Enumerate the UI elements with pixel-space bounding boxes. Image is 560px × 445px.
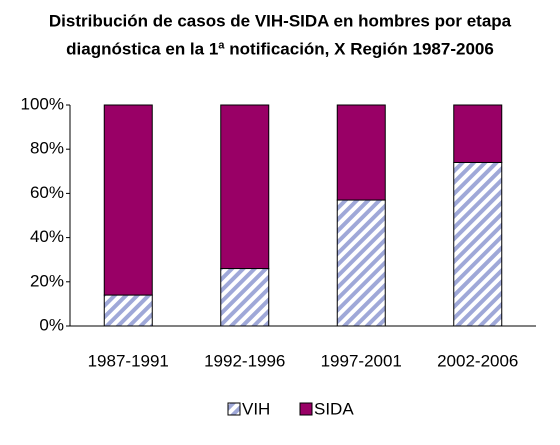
legend-swatch	[227, 402, 241, 416]
legend-label: SIDA	[314, 399, 354, 418]
y-tick-label: 40%	[30, 227, 64, 246]
y-tick-label: 100%	[21, 94, 64, 113]
bar-segment	[103, 294, 153, 327]
bar-segment	[453, 161, 503, 327]
bar-segment	[103, 104, 153, 296]
bar-segment	[336, 104, 386, 201]
bar-segment	[453, 104, 503, 163]
chart-title: Distribución de casos de VIH-SIDA en hom…	[49, 11, 512, 30]
x-tick-label: 1992-1996	[204, 351, 285, 370]
y-tick-label: 80%	[30, 139, 64, 158]
bar-segment	[220, 268, 270, 327]
legend-swatch	[299, 402, 313, 416]
y-tick-label: 60%	[30, 183, 64, 202]
bar-segment	[220, 104, 270, 270]
legend-label: VIH	[242, 399, 270, 418]
y-tick-label: 0%	[39, 315, 64, 334]
chart-title: diagnóstica en la 1ª notificación, X Reg…	[66, 39, 494, 58]
x-tick-label: 2002-2006	[437, 351, 518, 370]
x-tick-label: 1997-2001	[321, 351, 402, 370]
bar-segment	[336, 199, 386, 327]
x-tick-label: 1987-1991	[88, 351, 169, 370]
y-tick-label: 20%	[30, 271, 64, 290]
